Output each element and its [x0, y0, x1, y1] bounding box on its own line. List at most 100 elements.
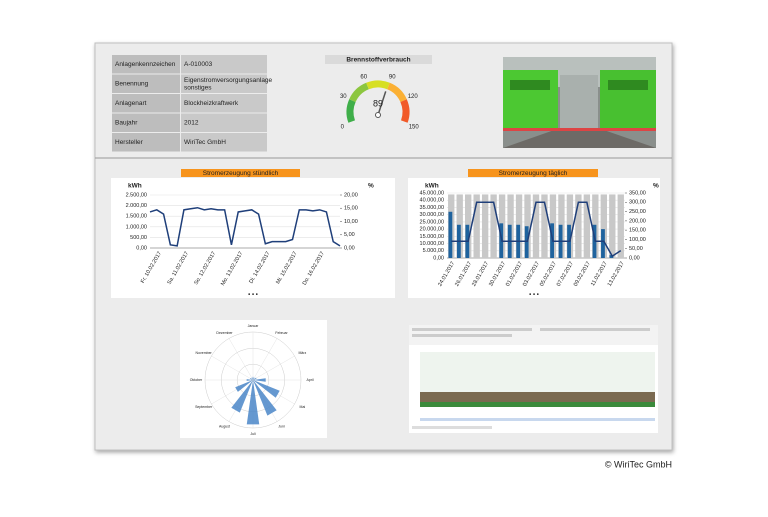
table-value: A-010003 — [184, 61, 213, 68]
wind-rose-petal — [253, 378, 266, 382]
gauge-value: 89 — [373, 98, 383, 108]
y-tick-label: 45.000,00 — [420, 190, 444, 196]
table-value-cell — [181, 55, 267, 74]
wind-rose-spoke — [252, 338, 278, 381]
y-tick-label: 35.000,00 — [420, 205, 444, 211]
more-indicator: • • • — [529, 293, 539, 299]
wind-rose-petal — [252, 376, 254, 380]
plant-photo — [503, 57, 656, 148]
gauge-arc-segment — [400, 99, 410, 123]
wind-rose-spoke — [211, 355, 254, 381]
gauge-tick-label: 90 — [389, 74, 396, 80]
y-tick-label: 15.000,00 — [420, 234, 444, 240]
table-value: Eigenstromversorgungsanlage sonstiges — [184, 77, 273, 92]
table-label-cell — [112, 113, 180, 132]
y2-tick-label: 200,00 — [629, 218, 646, 224]
table-value: WiriTec GmbH — [184, 139, 226, 146]
gauge-tick-label: 60 — [360, 74, 367, 80]
bar — [583, 194, 591, 258]
wind-rose-month: Dezember — [216, 331, 233, 335]
y2-tick-label: 300,00 — [629, 200, 646, 206]
y-unit: kWh — [425, 183, 439, 190]
bar — [541, 194, 548, 258]
y-tick-label: 25.000,00 — [420, 219, 444, 225]
bar — [524, 226, 529, 258]
bar — [601, 229, 605, 258]
y2-tick-label: 15,00 — [344, 206, 358, 212]
table-value-line: Eigenstromversorgungsanlage — [184, 77, 273, 84]
table-label: Hersteller — [115, 139, 144, 146]
y-tick-label: 1.500,00 — [126, 214, 147, 220]
y-tick-label: 500,00 — [130, 235, 147, 241]
y-unit: kWh — [128, 183, 142, 190]
gauge-arc-segment — [346, 99, 356, 123]
wind-rose-spoke — [228, 338, 254, 381]
table-value-cell — [181, 74, 267, 93]
bar — [600, 194, 607, 258]
y2-unit: % — [368, 183, 374, 190]
wind-rose-petal — [253, 377, 257, 380]
y2-tick-label: 100,00 — [629, 237, 646, 243]
wind-rose-petal — [246, 380, 260, 425]
gauge-arc-segment — [349, 82, 370, 103]
bar — [481, 194, 489, 258]
table-label-cell — [112, 133, 180, 152]
y2-unit: % — [653, 183, 659, 190]
bar — [592, 224, 597, 258]
wind-rose-month: August — [219, 425, 230, 429]
table-label: Benennung — [115, 81, 149, 88]
copyright: © WiriTec GmbH — [605, 459, 672, 469]
gauge-title: Brennstoffverbrauch — [346, 57, 410, 64]
table-value-line: sonstiges — [184, 84, 212, 91]
y2-tick-label: 0,00 — [629, 255, 640, 261]
wind-rose-month: März — [298, 351, 306, 355]
y-tick-label: 5.000,00 — [423, 248, 444, 254]
chart-title: Stromerzeugung stündlich — [203, 170, 279, 177]
y2-tick-label: 250,00 — [629, 209, 646, 215]
bar — [448, 211, 453, 258]
wind-rose-petal — [253, 380, 280, 398]
gauge-tick-label: 0 — [341, 125, 345, 131]
wind-rose-petal — [246, 379, 253, 381]
table-value: Blockheizkraftwerk — [184, 100, 239, 107]
bar — [609, 194, 616, 258]
wind-rose-month: Juli — [250, 432, 255, 436]
y2-tick-label: 5,00 — [344, 232, 355, 238]
y-tick-label: 2.000,00 — [126, 203, 147, 209]
wind-rose-petal — [250, 378, 253, 380]
bar — [490, 194, 497, 258]
y2-tick-label: 10,00 — [344, 219, 358, 225]
gauge-tick-label: 120 — [408, 94, 419, 100]
wind-rose-month: November — [196, 351, 213, 355]
hourly-line — [149, 206, 341, 247]
y-tick-label: 0,00 — [433, 255, 444, 261]
chart-title: Stromerzeugung täglich — [499, 170, 568, 177]
bar — [617, 194, 624, 258]
gauge-title-bar — [325, 55, 432, 64]
wind-rose-month: Januar — [248, 324, 260, 328]
table-label: Anlagenart — [115, 100, 147, 107]
table-label: Baujahr — [115, 120, 138, 127]
wind-rose-petal — [253, 380, 277, 416]
bar — [575, 194, 582, 258]
chart-title-bar — [181, 169, 300, 177]
y2-tick-label: 20,00 — [344, 192, 358, 198]
y-tick-label: 40.000,00 — [420, 198, 444, 204]
y2-tick-label: 350,00 — [629, 190, 646, 196]
table-label: Anlagenkennzeichen — [115, 61, 176, 68]
wind-rose-petal — [253, 377, 255, 380]
table-label-cell — [112, 55, 180, 74]
gauge-tick-label: 30 — [340, 94, 347, 100]
y2-tick-label: 150,00 — [629, 228, 646, 234]
more-indicator: • • • — [248, 293, 258, 299]
wind-rose-month: Oktober — [190, 378, 203, 382]
table-label-cell — [112, 94, 180, 113]
daily-line — [451, 201, 622, 258]
y2-tick-label: 50,00 — [629, 246, 643, 252]
y-tick-label: 1.000,00 — [126, 224, 147, 230]
chart-box — [111, 178, 395, 298]
table-value-cell — [181, 113, 267, 132]
chart-title-bar — [468, 169, 598, 177]
wind-rose-spoke — [252, 355, 295, 381]
